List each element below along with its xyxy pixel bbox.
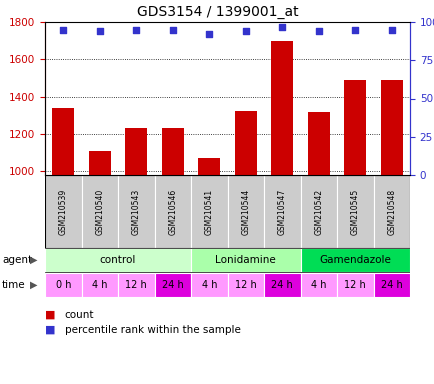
Point: [278, 23, 285, 30]
Point: [96, 28, 103, 34]
Bar: [45, 248, 191, 271]
Text: 4 h: 4 h: [310, 280, 326, 290]
Bar: [336, 175, 373, 248]
Text: 12 h: 12 h: [234, 280, 256, 290]
Bar: [263, 175, 300, 248]
Text: agent: agent: [2, 255, 32, 265]
Bar: [373, 273, 409, 296]
Bar: [191, 175, 227, 248]
Text: 24 h: 24 h: [161, 280, 183, 290]
Bar: [191, 273, 227, 296]
Text: ■: ■: [45, 325, 56, 335]
Text: 4 h: 4 h: [92, 280, 107, 290]
Bar: [191, 248, 300, 271]
Text: GSM210542: GSM210542: [313, 189, 322, 235]
Text: 24 h: 24 h: [380, 280, 402, 290]
Text: GSM210541: GSM210541: [204, 189, 213, 235]
Point: [205, 31, 212, 37]
Text: count: count: [64, 310, 94, 320]
Text: 12 h: 12 h: [125, 280, 147, 290]
Point: [59, 26, 66, 33]
Text: control: control: [99, 255, 136, 265]
Text: ▶: ▶: [30, 255, 38, 265]
Text: 4 h: 4 h: [201, 280, 217, 290]
Bar: [343, 80, 365, 175]
Text: Lonidamine: Lonidamine: [215, 255, 276, 265]
Text: percentile rank within the sample: percentile rank within the sample: [64, 325, 240, 335]
Bar: [373, 175, 409, 248]
Text: GSM210547: GSM210547: [277, 189, 286, 235]
Bar: [300, 248, 409, 271]
Point: [169, 26, 176, 33]
Bar: [300, 175, 336, 248]
Bar: [227, 273, 263, 296]
Bar: [81, 273, 118, 296]
Bar: [300, 273, 336, 296]
Text: GSM210543: GSM210543: [132, 189, 141, 235]
Bar: [380, 80, 402, 175]
Point: [351, 26, 358, 33]
Bar: [227, 175, 263, 248]
Bar: [154, 175, 191, 248]
Text: Gamendazole: Gamendazole: [319, 255, 390, 265]
Point: [388, 26, 395, 33]
Bar: [154, 273, 191, 296]
Text: GSM210540: GSM210540: [95, 189, 104, 235]
Text: 12 h: 12 h: [344, 280, 365, 290]
Text: 24 h: 24 h: [271, 280, 293, 290]
Text: GDS3154 / 1399001_at: GDS3154 / 1399001_at: [136, 5, 298, 19]
Bar: [81, 175, 118, 248]
Bar: [234, 111, 256, 175]
Bar: [307, 112, 329, 175]
Bar: [118, 175, 154, 248]
Bar: [118, 273, 154, 296]
Bar: [198, 158, 220, 175]
Text: GSM210544: GSM210544: [241, 189, 250, 235]
Bar: [52, 108, 74, 175]
Bar: [161, 128, 183, 175]
Point: [315, 28, 322, 34]
Bar: [271, 41, 293, 175]
Text: GSM210539: GSM210539: [59, 189, 68, 235]
Bar: [263, 273, 300, 296]
Text: ■: ■: [45, 310, 56, 320]
Text: 0 h: 0 h: [56, 280, 71, 290]
Bar: [89, 151, 110, 175]
Text: GSM210545: GSM210545: [350, 189, 359, 235]
Bar: [336, 273, 373, 296]
Text: ▶: ▶: [30, 280, 38, 290]
Text: GSM210546: GSM210546: [168, 189, 177, 235]
Point: [132, 26, 139, 33]
Text: time: time: [2, 280, 26, 290]
Bar: [45, 273, 81, 296]
Point: [242, 28, 249, 34]
Bar: [45, 175, 81, 248]
Bar: [125, 128, 147, 175]
Text: GSM210548: GSM210548: [386, 189, 395, 235]
